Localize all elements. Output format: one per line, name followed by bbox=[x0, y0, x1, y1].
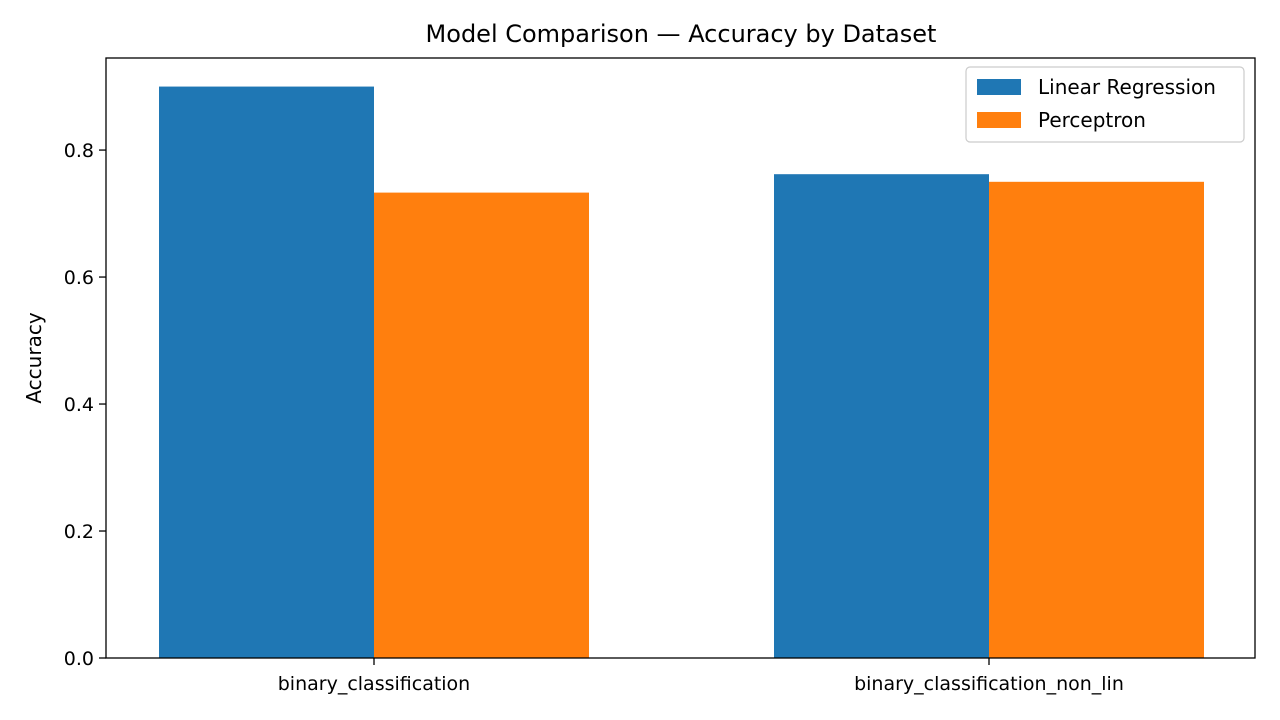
bar-perceptron-binary-classification bbox=[374, 192, 589, 658]
y-tick-label: 0.4 bbox=[64, 394, 94, 416]
legend-label: Perceptron bbox=[1038, 108, 1146, 132]
bars-layer bbox=[159, 86, 1204, 659]
x-tick-label: binary_classification_non_lin bbox=[854, 673, 1124, 695]
y-axis: 0.0 0.2 0.4 0.6 0.8 bbox=[64, 140, 106, 670]
legend-frame bbox=[965, 66, 1245, 143]
y-tick-label: 0.2 bbox=[64, 521, 94, 543]
x-tick-label: binary_classification bbox=[278, 673, 470, 695]
y-axis-label: Accuracy bbox=[22, 312, 46, 403]
legend-swatch bbox=[977, 79, 1021, 95]
legend-swatch bbox=[977, 112, 1021, 128]
y-tick-label: 0.0 bbox=[64, 648, 94, 670]
bar-linear-regression-binary-classification-non-lin bbox=[774, 174, 989, 658]
legend: Linear Regression Perceptron bbox=[965, 66, 1245, 143]
y-tick-label: 0.6 bbox=[64, 267, 94, 289]
legend-label: Linear Regression bbox=[1038, 75, 1216, 99]
chart-title: Model Comparison — Accuracy by Dataset bbox=[426, 20, 937, 48]
legend-entries: Linear Regression Perceptron bbox=[977, 75, 1216, 132]
bar-perceptron-binary-classification-non-lin bbox=[989, 181, 1204, 659]
y-tick-label: 0.8 bbox=[64, 140, 94, 162]
plot-area-frame bbox=[105, 57, 1256, 659]
x-axis: binary_classification binary_classificati… bbox=[278, 658, 1124, 695]
bar-linear-regression-binary-classification bbox=[159, 86, 374, 659]
